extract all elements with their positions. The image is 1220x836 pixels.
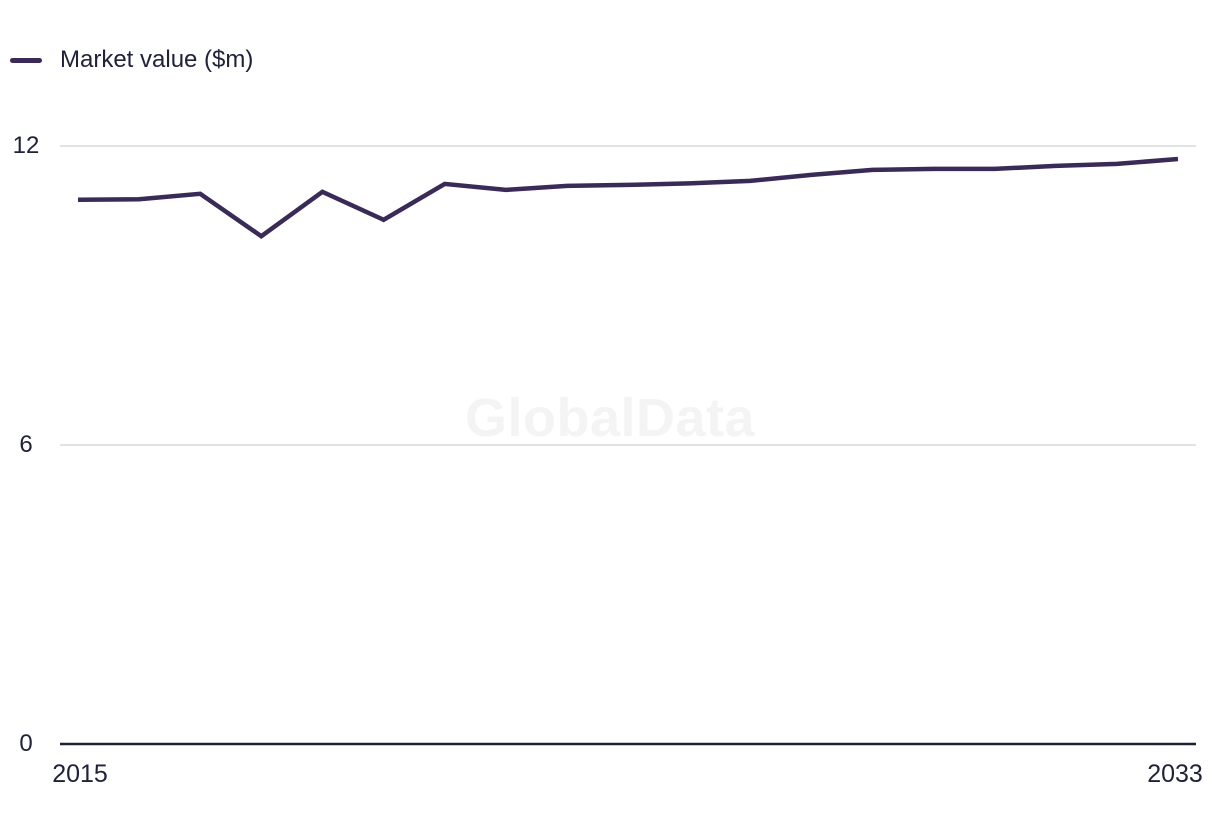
legend: Market value ($m) bbox=[10, 46, 253, 74]
legend-item-market-value[interactable]: Market value ($m) bbox=[10, 46, 253, 74]
globaldata-watermark: GlobalData bbox=[464, 388, 756, 448]
y-axis-tick-6: 6 bbox=[19, 431, 33, 458]
x-axis-tick-2033: 2033 bbox=[1147, 760, 1203, 788]
series-line-market-value bbox=[77, 156, 1179, 239]
legend-label: Market value ($m) bbox=[60, 46, 254, 73]
y-axis-tick-0: 0 bbox=[19, 730, 33, 757]
x-axis-tick-2015: 2015 bbox=[52, 760, 108, 788]
legend-line-swatch bbox=[10, 57, 42, 63]
y-axis-tick-12: 12 bbox=[12, 132, 40, 159]
